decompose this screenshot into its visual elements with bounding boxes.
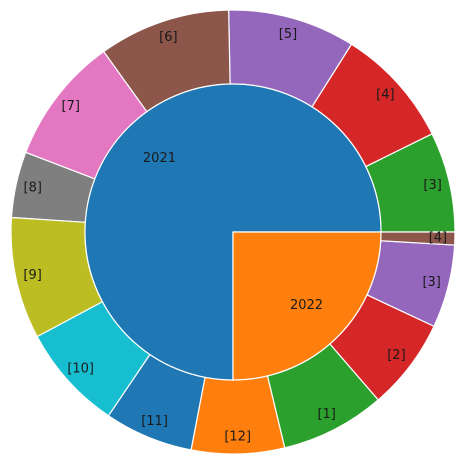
inner-pie-label: 2022 [290,298,323,313]
outer-ring-label: [4] [376,87,394,102]
outer-ring-label: [6] [159,30,177,45]
outer-ring-label: [1] [317,407,335,422]
outer-ring-label: [3] [423,178,441,193]
inner-pie [84,83,382,381]
outer-ring-label: [11] [141,414,168,429]
outer-ring-label: [2] [387,348,405,363]
inner-pie-label: 2021 [143,151,176,166]
inner-pie-wedge [232,231,382,381]
outer-ring-label: [9] [23,268,41,283]
outer-ring-label: [10] [67,362,94,377]
outer-ring-label: [4] [429,231,447,246]
outer-ring-label: [8] [24,181,42,196]
outer-ring-label: [12] [224,429,251,444]
outer-ring [10,9,456,455]
outer-ring-label: [3] [422,275,440,290]
outer-ring-label: [7] [62,99,80,114]
labels: [3] [4] [5] [6] [7] [8] [9] [10] [11] [12] [1] [2] [… [23,27,447,444]
outer-ring-label: [5] [279,27,297,42]
